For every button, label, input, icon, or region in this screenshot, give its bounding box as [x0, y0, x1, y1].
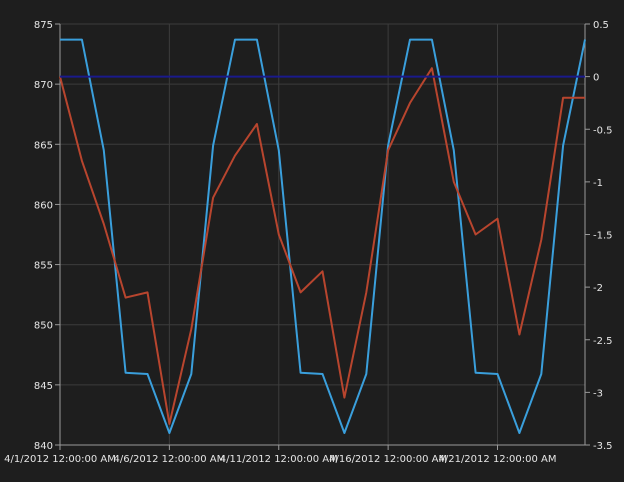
left-tick-label: 860 [34, 200, 53, 211]
left-tick-label: 855 [34, 261, 53, 272]
series-blue-line [60, 38, 586, 434]
tick-labels: 840 845 850 855 860 865 870 875 -3.5 -3 -2.5 -2 -1.5… [4, 20, 612, 465]
right-tick-label: -3 [593, 388, 603, 399]
right-tick-label: -1 [593, 178, 603, 189]
left-tick-label: 875 [34, 20, 53, 31]
left-tick-label: 845 [34, 381, 53, 392]
x-tick-label: 4/11/2012 12:00:00 AM [220, 454, 338, 465]
x-tick-label: 4/6/2012 12:00:00 AM [114, 454, 226, 465]
right-tick-label: -1.5 [593, 231, 613, 242]
right-tick-label: 0.5 [593, 20, 609, 31]
series-lines [59, 38, 586, 434]
right-tick-label: -2 [593, 283, 603, 294]
x-tick-label: 4/1/2012 12:00:00 AM [4, 454, 116, 465]
left-tick-label: 840 [34, 441, 53, 452]
right-tick-label: 0 [593, 73, 599, 84]
right-tick-label: -3.5 [593, 441, 613, 452]
left-tick-label: 850 [34, 321, 53, 332]
axes [55, 23, 590, 450]
left-tick-label: 865 [34, 140, 53, 151]
right-tick-label: -2.5 [593, 336, 613, 347]
x-tick-label: 4/21/2012 12:00:00 AM [438, 454, 556, 465]
x-tick-label: 4/16/2012 12:00:00 AM [329, 454, 447, 465]
left-tick-label: 870 [34, 80, 53, 91]
right-tick-label: -0.5 [593, 125, 613, 136]
series-red-line [59, 67, 585, 425]
grid-lines [59, 23, 585, 446]
